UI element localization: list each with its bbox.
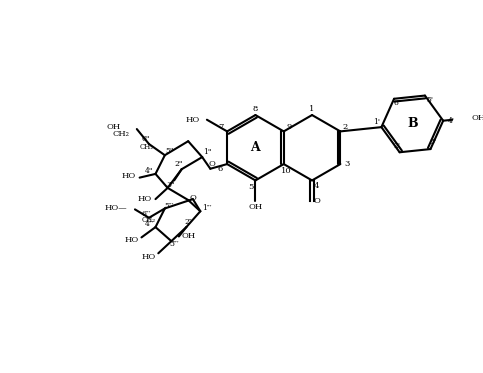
Text: 5': 5' (426, 96, 433, 104)
Text: 7: 7 (218, 123, 223, 131)
Text: 6″′: 6″′ (142, 210, 151, 218)
Text: HO: HO (138, 195, 152, 203)
Text: 2″′: 2″′ (185, 219, 194, 226)
Text: CH₂: CH₂ (142, 216, 156, 224)
Text: 8: 8 (253, 104, 258, 113)
Text: 1": 1" (203, 148, 211, 156)
Text: 3': 3' (430, 138, 437, 145)
Text: 4: 4 (314, 182, 319, 190)
Text: CH₂: CH₂ (140, 143, 154, 151)
Text: 4": 4" (145, 167, 153, 175)
Text: HO: HO (125, 236, 139, 244)
Text: O: O (209, 160, 215, 168)
Text: 5: 5 (248, 183, 254, 191)
Text: 6': 6' (393, 100, 400, 107)
Text: 4': 4' (448, 117, 455, 125)
Text: 1″′: 1″′ (202, 204, 212, 213)
Text: 1': 1' (373, 119, 380, 126)
Text: O: O (313, 197, 320, 205)
Text: OH: OH (182, 232, 196, 241)
Text: CH₂: CH₂ (113, 130, 129, 138)
Text: 6": 6" (142, 135, 150, 143)
Text: HO: HO (141, 253, 156, 261)
Text: HO—: HO— (105, 204, 128, 211)
Text: 3: 3 (344, 160, 350, 168)
Text: 5": 5" (165, 147, 174, 156)
Text: 1: 1 (310, 104, 315, 113)
Text: OH: OH (248, 203, 263, 211)
Text: 2: 2 (342, 123, 348, 131)
Text: O: O (189, 194, 196, 202)
Text: 10: 10 (281, 167, 292, 175)
Text: 3": 3" (166, 181, 175, 189)
Text: 3″′: 3″′ (170, 240, 179, 248)
Text: HO: HO (185, 116, 199, 124)
Text: B: B (407, 117, 418, 131)
Text: OH: OH (106, 123, 121, 131)
Text: 9: 9 (287, 123, 292, 131)
Text: OH: OH (472, 114, 483, 122)
Text: A: A (251, 141, 260, 154)
Text: 4″′: 4″′ (145, 220, 155, 228)
Text: 2": 2" (175, 160, 183, 167)
Text: HO: HO (122, 172, 136, 180)
Text: 5″′: 5″′ (165, 202, 174, 210)
Text: 2': 2' (393, 142, 400, 150)
Text: 6: 6 (218, 165, 223, 173)
